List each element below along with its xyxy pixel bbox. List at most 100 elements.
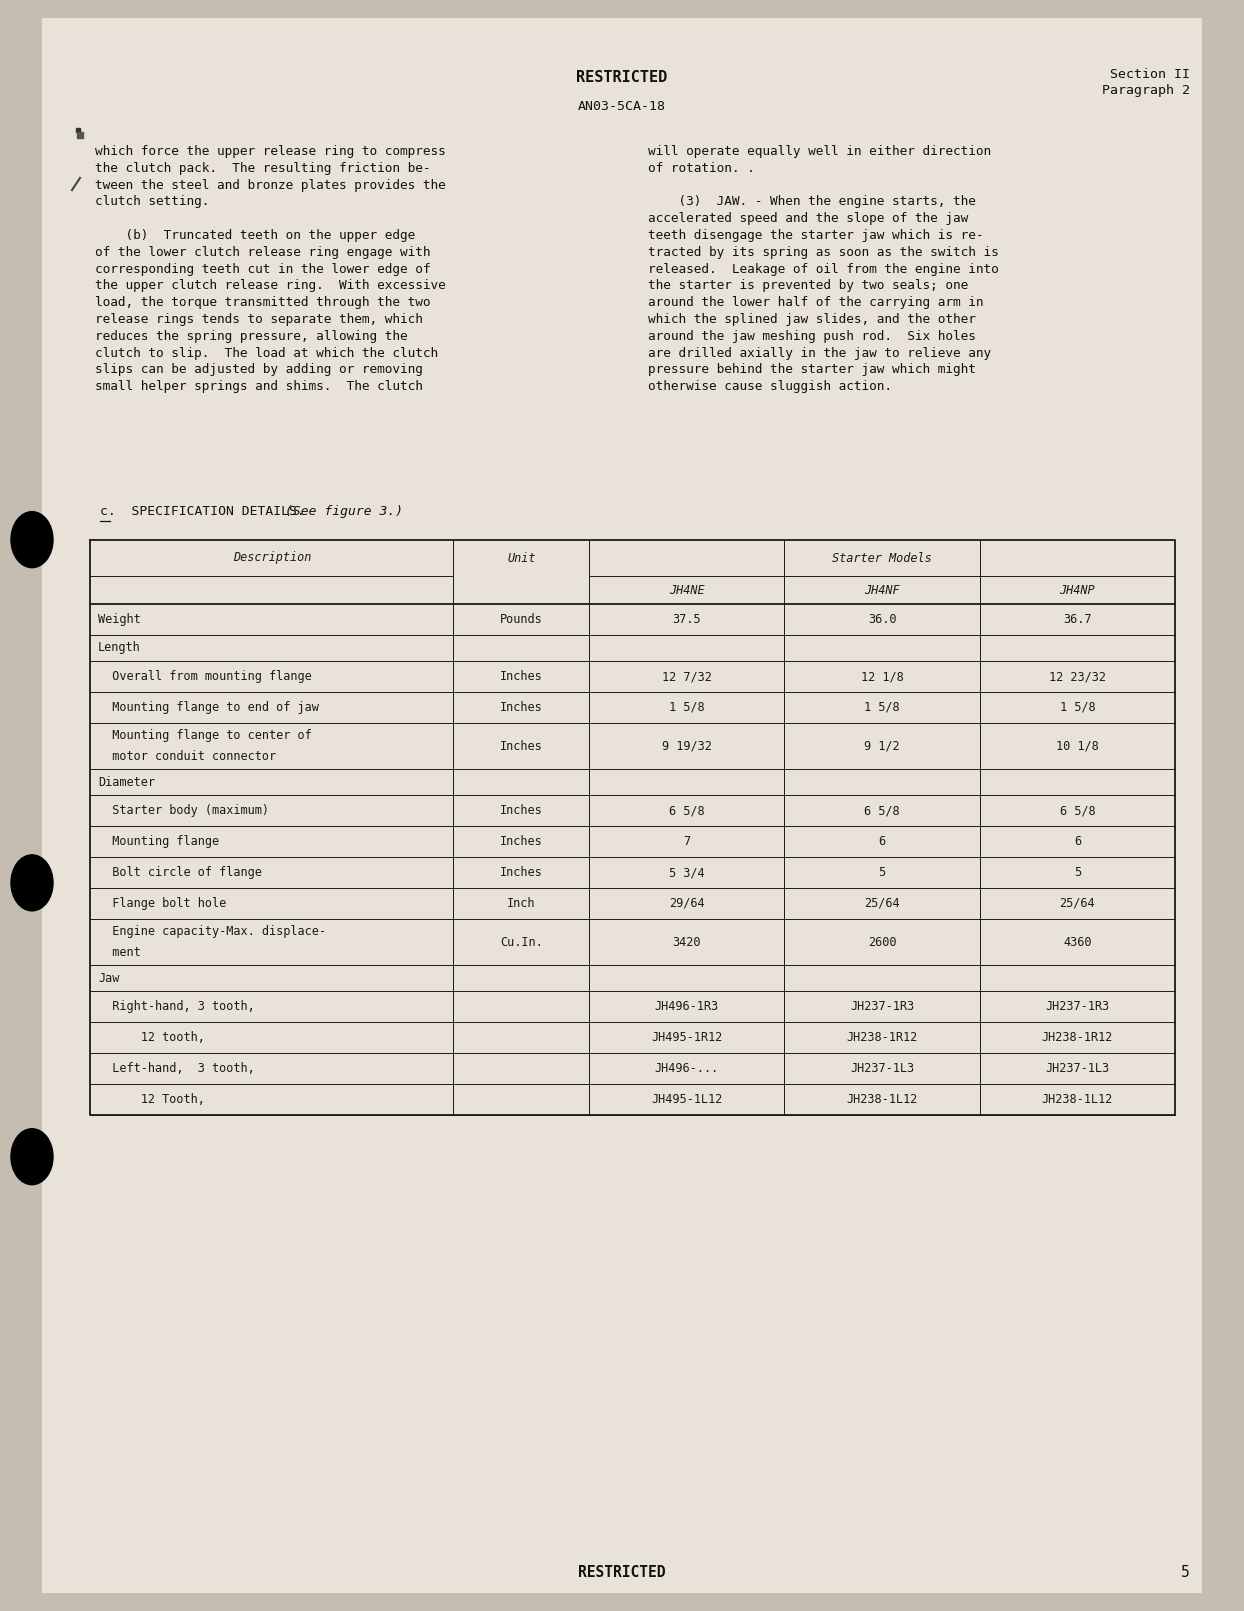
Text: Paragraph 2: Paragraph 2 (1102, 84, 1191, 97)
Text: Left-hand,  3 tooth,: Left-hand, 3 tooth, (98, 1062, 255, 1075)
Text: are drilled axially in the jaw to relieve any: are drilled axially in the jaw to reliev… (648, 346, 991, 359)
Text: load, the torque transmitted through the two: load, the torque transmitted through the… (95, 296, 430, 309)
Text: 36.0: 36.0 (868, 614, 896, 627)
Text: 29/64: 29/64 (669, 897, 704, 910)
Text: Inch: Inch (508, 897, 535, 910)
Text: JH495-1L12: JH495-1L12 (651, 1092, 723, 1107)
Text: accelerated speed and the slope of the jaw: accelerated speed and the slope of the j… (648, 213, 968, 226)
Text: of rotation. .: of rotation. . (648, 161, 755, 176)
Text: will operate equally well in either direction: will operate equally well in either dire… (648, 145, 991, 158)
Text: motor conduit connector: motor conduit connector (98, 749, 276, 762)
Text: corresponding teeth cut in the lower edge of: corresponding teeth cut in the lower edg… (95, 263, 430, 275)
Text: 7: 7 (683, 834, 690, 847)
Text: Unit: Unit (508, 551, 535, 564)
Text: 12 tooth,: 12 tooth, (98, 1031, 205, 1044)
Text: 5: 5 (878, 867, 886, 880)
Text: Mounting flange: Mounting flange (98, 834, 219, 847)
Text: JH4NP: JH4NP (1060, 583, 1095, 596)
Text: of the lower clutch release ring engage with: of the lower clutch release ring engage … (95, 246, 430, 259)
Text: Section II: Section II (1110, 68, 1191, 81)
Text: 1 5/8: 1 5/8 (669, 701, 704, 714)
Text: which force the upper release ring to compress: which force the upper release ring to co… (95, 145, 445, 158)
Text: the clutch pack.  The resulting friction be-: the clutch pack. The resulting friction … (95, 161, 430, 176)
Text: the upper clutch release ring.  With excessive: the upper clutch release ring. With exce… (95, 279, 445, 293)
Text: Diameter: Diameter (98, 775, 156, 788)
Ellipse shape (11, 855, 53, 910)
Text: Inches: Inches (500, 670, 542, 683)
Text: 36.7: 36.7 (1064, 614, 1091, 627)
Text: small helper springs and shims.  The clutch: small helper springs and shims. The clut… (95, 380, 423, 393)
Text: ment: ment (98, 946, 141, 959)
Text: clutch setting.: clutch setting. (95, 195, 209, 208)
Text: Overall from mounting flange: Overall from mounting flange (98, 670, 312, 683)
Text: Starter Models: Starter Models (832, 551, 932, 564)
Text: Mounting flange to end of jaw: Mounting flange to end of jaw (98, 701, 318, 714)
Text: 2600: 2600 (868, 936, 896, 949)
Text: JH4NF: JH4NF (865, 583, 899, 596)
Text: Inches: Inches (500, 804, 542, 817)
Text: (3)  JAW. - When the engine starts, the: (3) JAW. - When the engine starts, the (648, 195, 975, 208)
Text: around the jaw meshing push rod.  Six holes: around the jaw meshing push rod. Six hol… (648, 330, 975, 343)
Text: tracted by its spring as soon as the switch is: tracted by its spring as soon as the swi… (648, 246, 999, 259)
Text: JH237-1R3: JH237-1R3 (1045, 1000, 1110, 1013)
Text: Length: Length (98, 641, 141, 654)
Text: JH238-1L12: JH238-1L12 (846, 1092, 918, 1107)
Text: 10 1/8: 10 1/8 (1056, 739, 1098, 752)
Ellipse shape (11, 1129, 53, 1184)
Text: Inches: Inches (500, 867, 542, 880)
Text: 6 5/8: 6 5/8 (669, 804, 704, 817)
Text: 6: 6 (878, 834, 886, 847)
Text: 4360: 4360 (1064, 936, 1091, 949)
Text: reduces the spring pressure, allowing the: reduces the spring pressure, allowing th… (95, 330, 408, 343)
Text: Cu.In.: Cu.In. (500, 936, 542, 949)
Text: Bolt circle of flange: Bolt circle of flange (98, 867, 262, 880)
Ellipse shape (11, 512, 53, 567)
Text: clutch to slip.  The load at which the clutch: clutch to slip. The load at which the cl… (95, 346, 438, 359)
Text: slips can be adjusted by adding or removing: slips can be adjusted by adding or remov… (95, 364, 423, 377)
Text: 3420: 3420 (673, 936, 702, 949)
Text: Inches: Inches (500, 739, 542, 752)
Text: release rings tends to separate them, which: release rings tends to separate them, wh… (95, 313, 423, 325)
Text: 9 1/2: 9 1/2 (865, 739, 899, 752)
Text: AN03-5CA-18: AN03-5CA-18 (578, 100, 666, 113)
Text: (See figure 3.): (See figure 3.) (285, 504, 403, 519)
Text: JH4NE: JH4NE (669, 583, 704, 596)
Text: JH495-1R12: JH495-1R12 (651, 1031, 723, 1044)
Text: the starter is prevented by two seals; one: the starter is prevented by two seals; o… (648, 279, 968, 293)
Text: otherwise cause sluggish action.: otherwise cause sluggish action. (648, 380, 892, 393)
Text: around the lower half of the carrying arm in: around the lower half of the carrying ar… (648, 296, 984, 309)
Text: tween the steel and bronze plates provides the: tween the steel and bronze plates provid… (95, 179, 445, 192)
Text: released.  Leakage of oil from the engine into: released. Leakage of oil from the engine… (648, 263, 999, 275)
Text: 6: 6 (1074, 834, 1081, 847)
Text: JH238-1R12: JH238-1R12 (846, 1031, 918, 1044)
Text: 12 23/32: 12 23/32 (1049, 670, 1106, 683)
Text: 12 Tooth,: 12 Tooth, (98, 1092, 205, 1107)
Text: JH238-1L12: JH238-1L12 (1041, 1092, 1113, 1107)
Text: which the splined jaw slides, and the other: which the splined jaw slides, and the ot… (648, 313, 975, 325)
Text: Weight: Weight (98, 614, 141, 627)
Text: Inches: Inches (500, 834, 542, 847)
Text: JH496-1R3: JH496-1R3 (654, 1000, 719, 1013)
Text: 1 5/8: 1 5/8 (1060, 701, 1095, 714)
Text: Mounting flange to center of: Mounting flange to center of (98, 730, 312, 743)
Text: JH237-1L3: JH237-1L3 (850, 1062, 914, 1075)
Text: 12 7/32: 12 7/32 (662, 670, 712, 683)
Text: 5: 5 (1074, 867, 1081, 880)
Text: 6 5/8: 6 5/8 (865, 804, 899, 817)
Text: 9 19/32: 9 19/32 (662, 739, 712, 752)
Text: 1 5/8: 1 5/8 (865, 701, 899, 714)
Text: RESTRICTED: RESTRICTED (578, 1564, 666, 1580)
Text: 12 1/8: 12 1/8 (861, 670, 903, 683)
Text: Flange bolt hole: Flange bolt hole (98, 897, 226, 910)
Text: JH237-1R3: JH237-1R3 (850, 1000, 914, 1013)
Text: JH237-1L3: JH237-1L3 (1045, 1062, 1110, 1075)
Text: 25/64: 25/64 (1060, 897, 1095, 910)
Text: JH238-1R12: JH238-1R12 (1041, 1031, 1113, 1044)
Text: Engine capacity-Max. displace-: Engine capacity-Max. displace- (98, 925, 326, 938)
Text: Right-hand, 3 tooth,: Right-hand, 3 tooth, (98, 1000, 255, 1013)
Text: 5 3/4: 5 3/4 (669, 867, 704, 880)
Text: 25/64: 25/64 (865, 897, 899, 910)
Text: Starter body (maximum): Starter body (maximum) (98, 804, 269, 817)
Text: 5: 5 (1182, 1564, 1191, 1580)
Text: JH496-...: JH496-... (654, 1062, 719, 1075)
